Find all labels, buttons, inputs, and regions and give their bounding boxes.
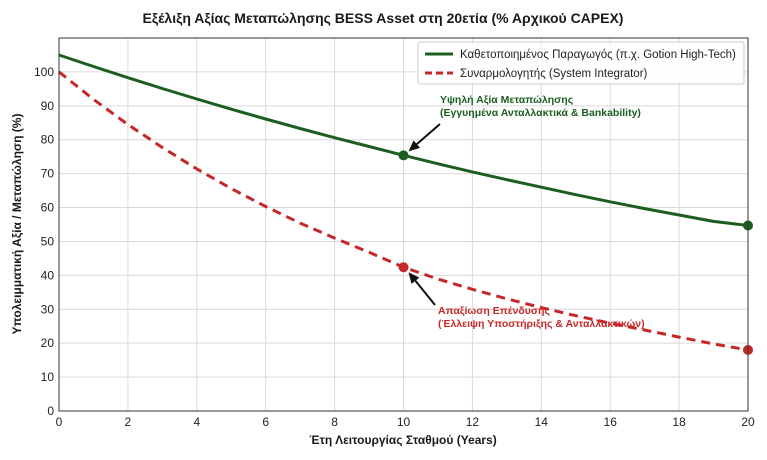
grid [58,38,749,412]
annotation-text: (Εγγυημένα Ανταλλακτικά & Bankability) [440,107,641,119]
y-tick-label: 50 [41,234,55,248]
legend-box [417,41,745,85]
annotation-arrow-head [408,272,420,284]
annotation-arrow-shaft [416,123,441,145]
y-tick-label: 100 [34,65,54,79]
y-tick-label: 40 [41,268,55,282]
x-axis-label: Έτη Λειτουργίας Σταθμού (Years) [309,433,496,447]
series-marker-0 [398,150,409,161]
x-tick-label: 2 [125,415,132,429]
legend-label-system-integrator: Συναρμολογητής (System Integrator) [460,68,648,80]
x-tick-label: 18 [672,415,686,429]
y-tick-label: 90 [41,99,55,113]
y-tick-label: 0 [47,404,54,418]
y-tick-label: 30 [41,302,55,316]
y-tick-label: 20 [41,336,55,350]
plot-frame [58,37,749,412]
annotation-text: (Έλλειψη Υποστήριξης & Ανταλλακτικών) [438,318,645,330]
x-tick-label: 6 [262,415,269,429]
annotation-arrow-shaft [414,280,436,306]
annotation-text: Απαξίωση Επένδυσης [438,305,550,317]
x-tick-label: 14 [535,415,549,429]
y-tick-label: 70 [41,167,55,181]
x-tick-label: 16 [604,415,618,429]
annotation-text: Υψηλή Αξία Μεταπώλησης [440,94,574,106]
legend: Καθετοποιημένος Παραγωγός (π.χ. Gotion H… [417,41,745,85]
series-marker-1 [398,262,409,273]
series-group [58,53,753,355]
legend-label-vertical-producer: Καθετοποιημένος Παραγωγός (π.χ. Gotion H… [460,49,736,61]
y-tick-label: 60 [41,201,55,215]
axis-ticks: 0 2 4 6 8 10 12 14 16 18 20 0 10 20 30 40 50 60 70 80 90 100 [34,65,755,429]
x-tick-label: 8 [331,415,338,429]
y-tick-label: 10 [41,370,55,384]
y-tick-label: 80 [41,133,55,147]
y-axis-label: Υπολειμματική Αξία / Μεταπώληση (%) [10,114,24,335]
chart-title: Εξέλιξη Αξίας Μεταπώλησης BESS Asset στη… [143,10,624,26]
annotation-arrow-head [408,140,421,152]
x-tick-label: 0 [56,415,63,429]
x-tick-label: 20 [741,415,755,429]
x-tick-label: 4 [193,415,200,429]
x-tick-label: 10 [397,415,411,429]
annotations-group: Υψηλή Αξία Μεταπώλησης(Εγγυημένα Ανταλλα… [408,94,645,330]
x-tick-label: 12 [466,415,480,429]
